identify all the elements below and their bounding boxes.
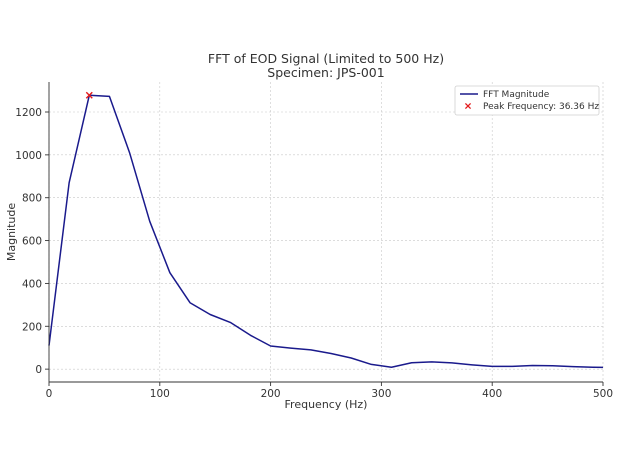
x-tick-label: 100 [150, 388, 170, 400]
series-line-fft-magnitude [48, 94, 604, 369]
peak-marker [85, 91, 93, 99]
legend: FFT Magnitude Peak Frequency: 36.36 Hz [454, 85, 600, 116]
x-tick-label: 500 [593, 388, 613, 400]
chart-title: FFT of EOD Signal (Limited to 500 Hz) [208, 51, 444, 66]
axes-layer [48, 82, 603, 383]
legend-label-peak: Peak Frequency: 36.36 Hz [483, 102, 599, 112]
legend-box [454, 85, 600, 116]
x-axis-label: Frequency (Hz) [285, 398, 368, 411]
x-tick-label: 0 [46, 388, 53, 400]
grid-layer [48, 82, 604, 382]
x-tick-label: 300 [371, 388, 391, 400]
ticks-layer: 0 100 200 300 400 500 0 200 400 600 800 1000 1200 [15, 107, 613, 400]
y-tick-label: 200 [22, 321, 42, 333]
legend-marker-peak [464, 102, 472, 110]
y-tick-label: 1000 [15, 150, 42, 162]
y-tick-label: 1200 [15, 107, 42, 119]
y-tick-label: 400 [22, 278, 42, 290]
chart-subtitle: Specimen: JPS-001 [267, 65, 384, 80]
y-tick-label: 0 [35, 364, 42, 376]
y-tick-label: 600 [22, 236, 42, 248]
x-tick-label: 200 [261, 388, 281, 400]
y-tick-label: 800 [22, 193, 42, 205]
y-axis-label: Magnitude [5, 203, 18, 262]
x-tick-label: 400 [482, 388, 502, 400]
series-layer [48, 91, 604, 369]
legend-label-series: FFT Magnitude [483, 90, 550, 100]
